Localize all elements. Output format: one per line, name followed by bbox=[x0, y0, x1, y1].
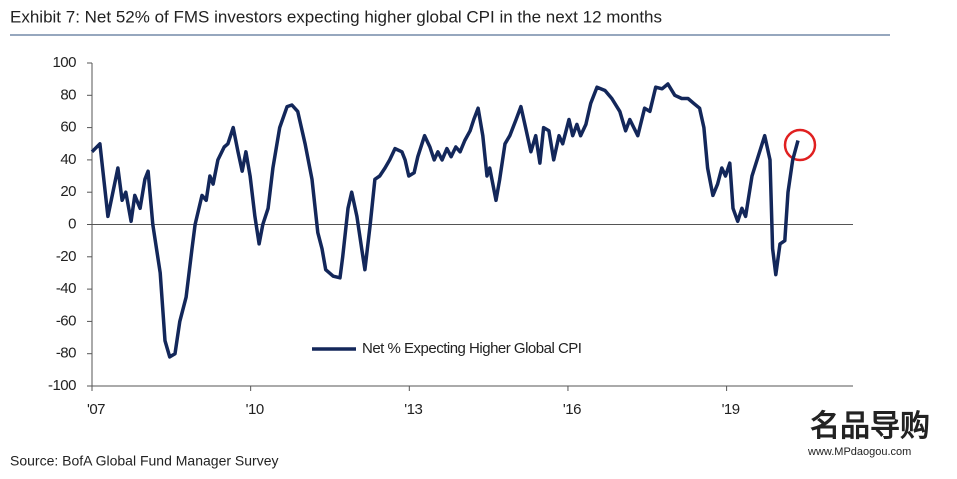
x-tick-label: '16 bbox=[563, 401, 581, 418]
watermark-url: www.MPdaogou.com bbox=[807, 446, 911, 458]
y-tick-label: -40 bbox=[56, 280, 76, 297]
y-tick-label: 0 bbox=[68, 215, 76, 232]
chart-title: Exhibit 7: Net 52% of FMS investors expe… bbox=[10, 7, 662, 26]
y-tick-label: -100 bbox=[48, 377, 76, 394]
x-tick-label: '07 bbox=[87, 401, 105, 418]
x-tick-label: '13 bbox=[404, 401, 422, 418]
y-tick-label: 100 bbox=[52, 54, 76, 71]
y-tick-label: 20 bbox=[60, 183, 76, 200]
y-tick-label: -60 bbox=[56, 312, 76, 329]
y-tick-label: -80 bbox=[56, 345, 76, 362]
watermark-logo: 名品导购 bbox=[810, 410, 930, 443]
y-tick-label: -20 bbox=[56, 248, 76, 265]
y-tick-label: 40 bbox=[60, 151, 76, 168]
x-tick-label: '19 bbox=[722, 401, 740, 418]
legend-label: Net % Expecting Higher Global CPI bbox=[362, 340, 581, 357]
y-tick-label: 60 bbox=[60, 119, 76, 136]
x-tick-label: '10 bbox=[246, 401, 264, 418]
source: Source: BofA Global Fund Manager Survey bbox=[10, 453, 278, 469]
highlight-circle bbox=[783, 128, 817, 162]
y-tick-label: 80 bbox=[60, 86, 76, 103]
data-line bbox=[90, 82, 800, 359]
